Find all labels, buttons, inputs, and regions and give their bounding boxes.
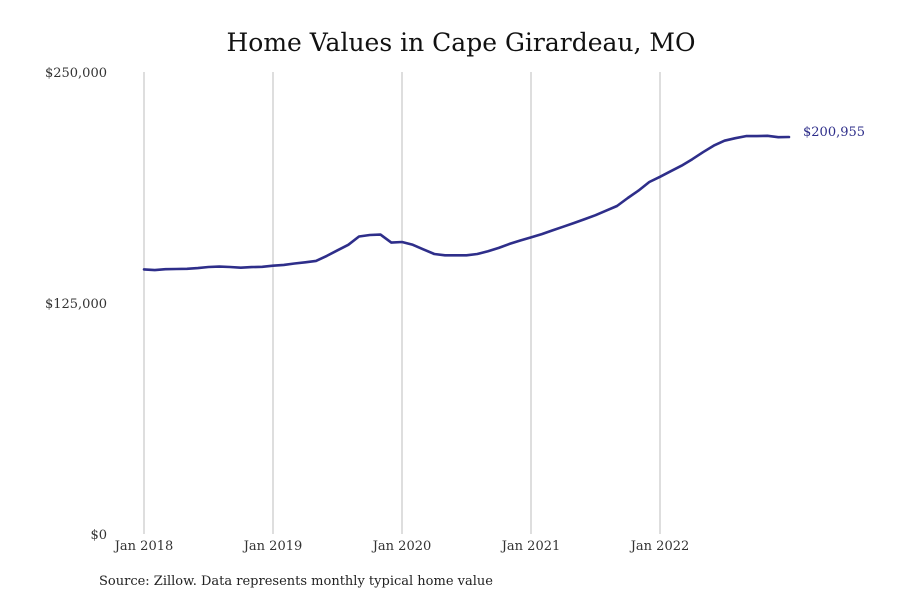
gridlines: [143, 72, 661, 534]
x-axis-tick-labels: Jan 2018 Jan 2019 Jan 2020 Jan 2021 Jan 2022: [113, 539, 690, 554]
source-note: Source: Zillow. Data represents monthly …: [99, 574, 493, 589]
x-tick-label: Jan 2022: [629, 539, 690, 554]
x-tick-label: Jan 2018: [113, 539, 174, 554]
series-end-label: $200,955: [803, 125, 865, 140]
x-tick-label: Jan 2020: [371, 539, 432, 554]
series-line: [142, 134, 791, 272]
chart-title: Home Values in Cape Girardeau, MO: [226, 28, 695, 57]
y-tick-label: $0: [90, 528, 107, 543]
y-tick-label: $250,000: [45, 66, 107, 81]
y-tick-label: $125,000: [45, 297, 107, 312]
y-axis-tick-labels: $0 $125,000 $250,000: [45, 66, 107, 543]
x-tick-label: Jan 2019: [242, 539, 303, 554]
series-layer: $200,955: [142, 125, 865, 272]
x-tick-label: Jan 2021: [500, 539, 561, 554]
